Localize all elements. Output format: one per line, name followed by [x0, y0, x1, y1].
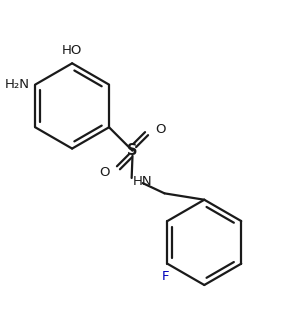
Text: HO: HO	[62, 44, 82, 57]
Text: O: O	[100, 165, 110, 179]
Text: F: F	[162, 270, 169, 283]
Text: O: O	[155, 123, 166, 136]
Text: HN: HN	[132, 175, 152, 188]
Text: H₂N: H₂N	[5, 78, 30, 91]
Text: S: S	[127, 143, 138, 158]
